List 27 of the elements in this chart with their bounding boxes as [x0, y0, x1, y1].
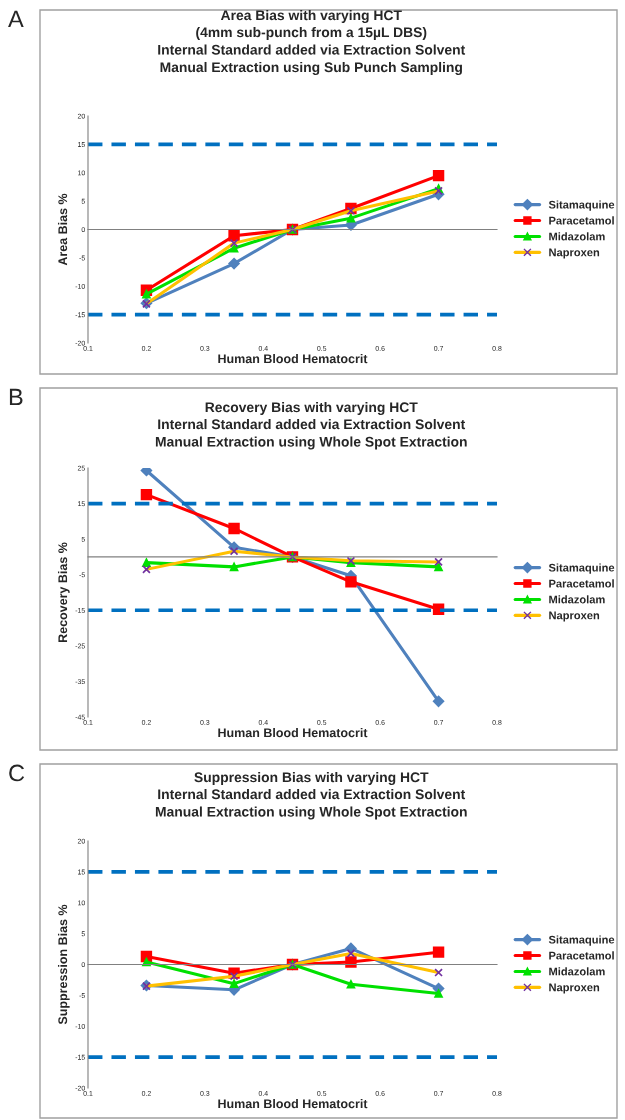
text: B [9, 388, 23, 406]
legend-label: Paracetamol [549, 579, 614, 588]
chart-title: Area Bias with varying HCT [220, 10, 402, 24]
chart-title: Suppression Bias with varying HCT [194, 772, 429, 786]
legend-label: Sitamaquine [548, 563, 615, 574]
text: A [8, 10, 24, 28]
chart-subtitle: (4mm sub-punch from a 15µL DBS) Internal Standard added via Extraction Solvent Manual Extraction using Sub Punch Sampling [158, 27, 466, 75]
chart-title: Recovery Bias with varying HCT [205, 402, 418, 416]
legend-label: Midazolam [549, 232, 605, 241]
legend-label: Naproxen [549, 248, 600, 259]
y-axis-title: Recovery Bias % [57, 542, 70, 643]
legend-label: Sitamaquine [548, 200, 615, 211]
y-axis-title: Suppression Bias % [57, 904, 70, 1025]
legend-label: Naproxen [549, 611, 600, 622]
x-axis-title: Human Blood Hematocrit [218, 728, 368, 738]
legend-label: Sitamaquine [548, 935, 615, 946]
text: C [9, 764, 25, 782]
y-axis-title: Area Bias % [57, 193, 68, 266]
legend-label: Midazolam [549, 967, 605, 976]
x-axis-title: Human Blood Hematocrit [218, 354, 368, 364]
x-axis-title: Human Blood Hematocrit [218, 1099, 368, 1109]
legend-label: Midazolam [549, 595, 605, 604]
legend-label: Paracetamol [549, 951, 614, 960]
legend-label: Naproxen [549, 983, 600, 994]
legend-label: Paracetamol [549, 216, 614, 225]
chart-subtitle: Internal Standard added via Extraction Solvent Manual Extraction using Whole Spot Extraction [155, 419, 467, 450]
chart-subtitle: Internal Standard added via Extraction Solvent Manual Extraction using Whole Spot Extraction [155, 789, 467, 820]
